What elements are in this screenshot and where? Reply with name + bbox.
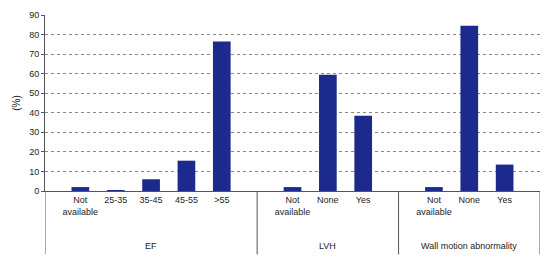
svg-text:Wall motion abnormality: Wall motion abnormality <box>421 241 517 251</box>
svg-text:35-45: 35-45 <box>140 195 163 205</box>
svg-text:EF: EF <box>145 241 157 251</box>
svg-text:None: None <box>317 195 339 205</box>
svg-text:25-35: 25-35 <box>104 195 127 205</box>
svg-text:Notavailable: Notavailable <box>416 195 452 217</box>
svg-text:50: 50 <box>29 88 39 98</box>
svg-text:30: 30 <box>29 127 39 137</box>
svg-text:40: 40 <box>29 108 39 118</box>
svg-text:None: None <box>459 195 481 205</box>
svg-text:90: 90 <box>29 10 39 20</box>
svg-text:20: 20 <box>29 147 39 157</box>
svg-text:45-55: 45-55 <box>175 195 198 205</box>
svg-text:Yes: Yes <box>497 195 512 205</box>
svg-text:Notavailable: Notavailable <box>275 195 311 217</box>
svg-text:Notavailable: Notavailable <box>63 195 99 217</box>
svg-text:LVH: LVH <box>319 241 336 251</box>
svg-text:Yes: Yes <box>356 195 371 205</box>
svg-text:80: 80 <box>29 30 39 40</box>
svg-text:>55: >55 <box>214 195 229 205</box>
svg-text:60: 60 <box>29 69 39 79</box>
svg-text:0: 0 <box>34 186 39 196</box>
svg-text:10: 10 <box>29 167 39 177</box>
svg-text:70: 70 <box>29 49 39 59</box>
svg-text:(%): (%) <box>11 95 22 111</box>
